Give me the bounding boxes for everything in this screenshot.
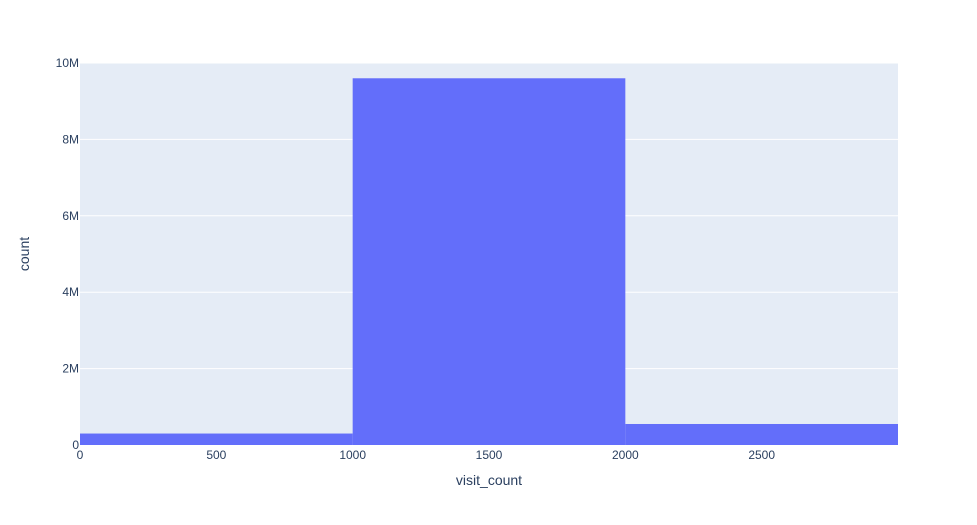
y-axis-ticks: 0 2M 4M 6M 8M 10M: [56, 56, 80, 452]
histogram-bar: [625, 423, 898, 445]
x-tick-label: 0: [77, 448, 84, 462]
y-axis-title: count: [16, 237, 32, 271]
y-tick-label: 8M: [62, 132, 79, 146]
x-tick-label: 1500: [476, 448, 503, 462]
histogram-bar: [80, 433, 353, 445]
histogram-bar: [352, 78, 626, 445]
x-tick-label: 500: [206, 448, 226, 462]
x-tick-label: 1000: [339, 448, 366, 462]
x-tick-label: 2000: [612, 448, 639, 462]
x-axis-title: visit_count: [456, 472, 522, 488]
x-axis-ticks: 0 500 1000 1500 2000 2500: [77, 448, 776, 462]
y-tick-label: 10M: [56, 56, 79, 70]
x-tick-label: 2500: [748, 448, 775, 462]
y-tick-label: 0: [72, 438, 79, 452]
bars: [80, 78, 898, 445]
y-tick-label: 4M: [62, 285, 79, 299]
y-tick-label: 2M: [62, 362, 79, 376]
y-tick-label: 6M: [62, 209, 79, 223]
